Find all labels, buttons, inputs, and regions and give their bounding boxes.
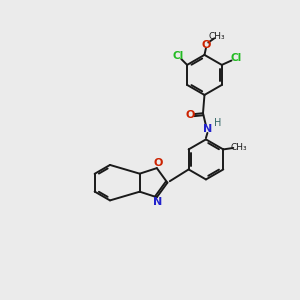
Text: Cl: Cl <box>173 51 184 61</box>
Text: CH₃: CH₃ <box>230 143 247 152</box>
Text: O: O <box>186 110 195 120</box>
Text: H: H <box>214 118 221 128</box>
Text: Cl: Cl <box>230 53 242 63</box>
Text: N: N <box>153 197 163 207</box>
Text: O: O <box>201 40 211 50</box>
Text: N: N <box>203 124 212 134</box>
Text: CH₃: CH₃ <box>209 32 225 41</box>
Text: O: O <box>153 158 163 168</box>
